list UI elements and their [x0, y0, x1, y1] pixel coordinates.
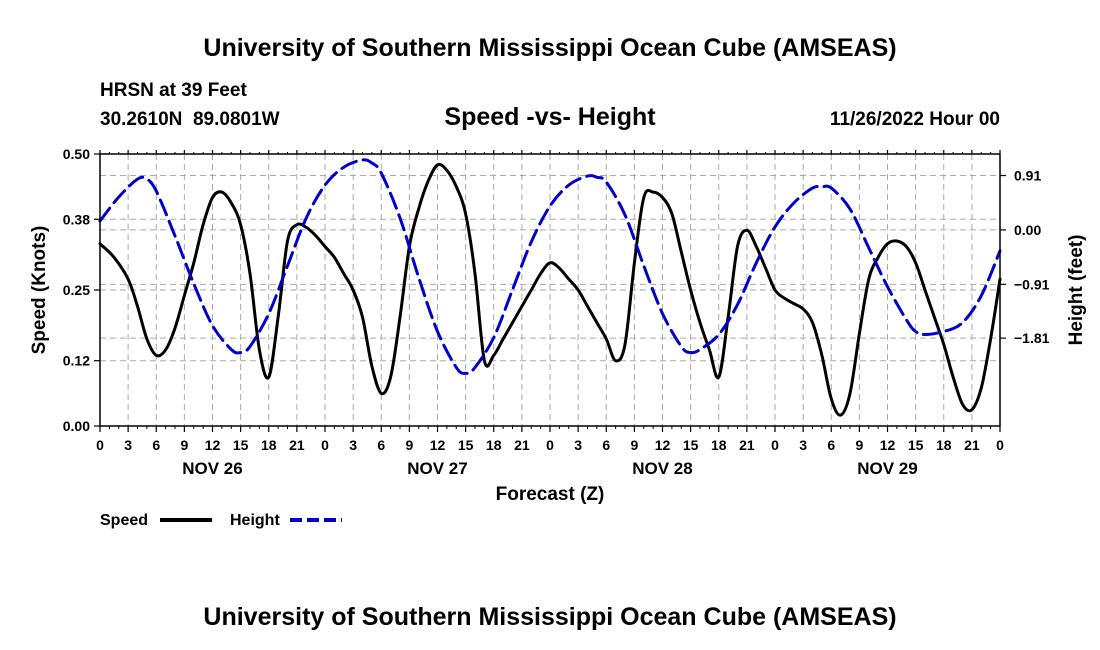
x-tick-label: 12	[205, 437, 221, 453]
x-tick-label: 0	[996, 437, 1004, 453]
x-tick-label: 12	[430, 437, 446, 453]
x-tick-label: 15	[458, 437, 474, 453]
y-tick-label: 0.50	[63, 146, 90, 162]
x-tick-label: 3	[349, 437, 357, 453]
x-tick-label: 21	[514, 437, 530, 453]
axis-ticks: 0 3 6 9 12 15 18 21 0 3 6 9 12 15 18 21 0 3 6 9 12 15 18 21 0 3 6 9…	[63, 146, 1050, 478]
x-tick-label: 18	[261, 437, 277, 453]
x-tick-label: 0	[771, 437, 779, 453]
x-tick-label: 3	[574, 437, 582, 453]
x-tick-label: 0	[96, 437, 104, 453]
x-tick-label: 9	[405, 437, 413, 453]
x-tick-label: 21	[739, 437, 755, 453]
day-label: NOV 29	[857, 459, 917, 478]
x-axis-label: Forecast (Z)	[496, 484, 605, 505]
x-tick-label: 3	[799, 437, 807, 453]
coordinates-label: 30.2610N 89.0801W	[100, 109, 280, 130]
x-tick-label: 0	[546, 437, 554, 453]
x-tick-label: 9	[855, 437, 863, 453]
legend-height-label: Height	[230, 512, 280, 529]
x-tick-label: 12	[655, 437, 671, 453]
x-tick-label: 9	[630, 437, 638, 453]
legend: Speed Height	[100, 512, 342, 529]
y-right-tick-label: −1.81	[1014, 330, 1050, 346]
x-tick-label: 6	[827, 437, 835, 453]
y-tick-label: 0.00	[63, 418, 90, 434]
x-tick-label: 21	[289, 437, 305, 453]
day-label: NOV 28	[632, 459, 692, 478]
x-tick-label: 0	[321, 437, 329, 453]
main-title: University of Southern Mississippi Ocean…	[203, 34, 896, 62]
day-label: NOV 27	[407, 459, 467, 478]
footer-title: University of Southern Mississippi Ocean…	[203, 603, 896, 631]
data-series	[98, 158, 1002, 417]
y-axis-label-right: Height (feet)	[1066, 235, 1087, 346]
y-tick-label: 0.25	[63, 282, 90, 298]
x-tick-label: 15	[683, 437, 699, 453]
height-series-line	[98, 158, 1002, 375]
x-tick-label: 6	[152, 437, 160, 453]
legend-speed-label: Speed	[100, 512, 148, 529]
x-tick-label: 6	[602, 437, 610, 453]
forecast-date: 11/26/2022 Hour 00	[830, 109, 1000, 130]
y-right-tick-label: 0.91	[1014, 168, 1041, 184]
y-right-tick-label: −0.91	[1014, 276, 1050, 292]
x-tick-label: 3	[124, 437, 132, 453]
x-tick-label: 6	[377, 437, 385, 453]
y-right-tick-label: 0.00	[1014, 222, 1041, 238]
x-tick-label: 18	[711, 437, 727, 453]
plot-title: Speed -vs- Height	[444, 103, 656, 131]
speed-series-line	[98, 162, 1002, 417]
x-tick-label: 18	[486, 437, 502, 453]
x-tick-label: 12	[880, 437, 896, 453]
x-tick-label: 18	[936, 437, 952, 453]
x-tick-label: 21	[964, 437, 980, 453]
y-tick-label: 0.38	[63, 211, 90, 227]
x-tick-label: 15	[233, 437, 249, 453]
day-label: NOV 26	[182, 459, 242, 478]
x-tick-label: 9	[180, 437, 188, 453]
station-label: HRSN at 39 Feet	[100, 80, 247, 101]
y-tick-label: 0.12	[63, 353, 90, 369]
x-tick-label: 15	[908, 437, 924, 453]
y-axis-label-left: Speed (Knots)	[29, 226, 50, 355]
